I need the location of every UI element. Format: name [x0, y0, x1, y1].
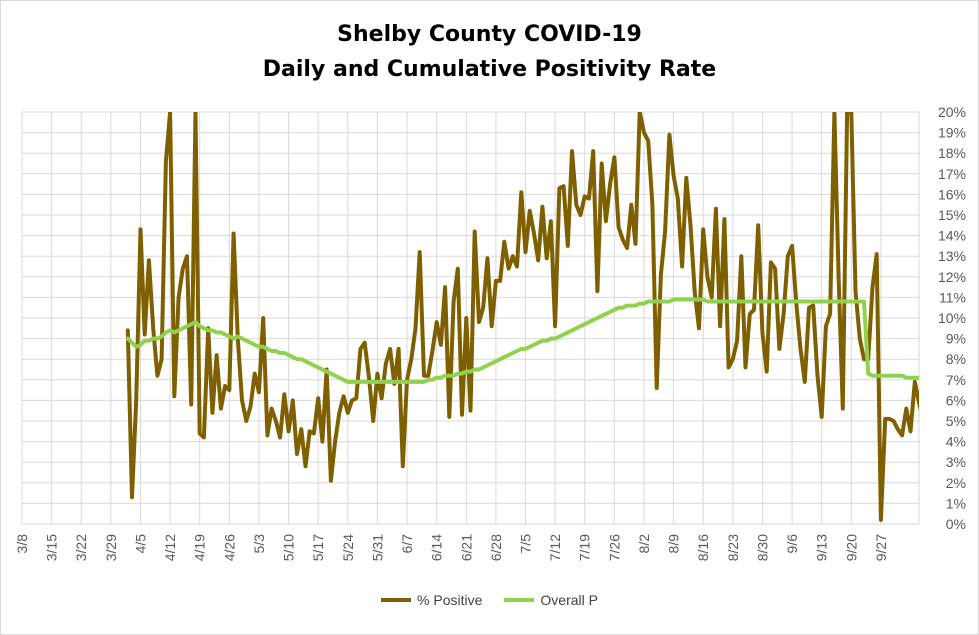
x-tick-label: 6/28 [488, 534, 504, 561]
y-tick-label: 15% [938, 207, 966, 223]
x-tick-label: 4/26 [221, 534, 237, 561]
x-tick-label: 6/7 [399, 534, 415, 554]
legend: % Positive Overall P [0, 592, 979, 608]
y-tick-label: 2% [946, 475, 966, 491]
x-tick-label: 4/12 [162, 534, 178, 561]
x-tick-label: 8/16 [695, 534, 711, 561]
y-tick-label: 12% [938, 269, 966, 285]
x-tick-label: 4/19 [192, 534, 208, 561]
series-line-overall [125, 297, 919, 384]
x-tick-label: 9/27 [873, 534, 889, 561]
x-tick-label: 3/22 [73, 534, 89, 561]
y-tick-label: 19% [938, 125, 966, 141]
x-tick-label: 8/9 [666, 534, 682, 554]
x-tick-label: 7/12 [547, 534, 563, 561]
y-tick-label: 9% [946, 331, 966, 347]
x-tick-label: 3/8 [14, 534, 30, 554]
y-tick-label: 6% [946, 392, 966, 408]
y-tick-label: 11% [939, 289, 966, 305]
x-tick-label: 4/5 [132, 534, 148, 554]
legend-label-positive: % Positive [417, 592, 483, 608]
y-tick-label: 1% [946, 495, 966, 511]
y-tick-label: 14% [938, 228, 966, 244]
x-tick-label: 9/20 [843, 534, 859, 561]
y-tick-label: 13% [938, 248, 966, 264]
x-tick-label: 5/31 [369, 534, 385, 561]
y-tick-label: 17% [938, 166, 966, 182]
series-line-positive [125, 112, 919, 522]
x-tick-label: 5/3 [251, 534, 267, 554]
chart-title-line2: Daily and Cumulative Positivity Rate [262, 57, 717, 82]
legend-swatch-positive [381, 598, 412, 602]
y-tick-label: 5% [946, 413, 966, 429]
y-tick-label: 18% [938, 145, 966, 161]
legend-label-overall: Overall P [540, 592, 598, 608]
x-tick-label: 8/30 [754, 534, 770, 561]
x-tick-label: 3/29 [103, 534, 119, 561]
y-tick-label: 7% [946, 372, 966, 388]
x-tick-label: 7/26 [606, 534, 622, 561]
x-tick-label: 5/10 [281, 534, 297, 561]
x-tick-label: 5/17 [310, 534, 326, 561]
y-tick-label: 0% [946, 516, 966, 532]
x-tick-label: 9/6 [784, 534, 800, 554]
y-tick-label: 4% [946, 434, 966, 450]
y-tick-label: 3% [946, 454, 966, 470]
x-tick-label: 7/5 [518, 534, 534, 554]
legend-swatch-overall [504, 598, 535, 602]
chart-title-line1: Shelby County COVID-19 [337, 22, 642, 47]
legend-item-overall: Overall P [504, 592, 598, 608]
x-tick-label: 8/23 [725, 534, 741, 561]
y-tick-label: 8% [946, 351, 966, 367]
x-tick-label: 5/24 [340, 534, 356, 561]
y-tick-label: 20% [938, 104, 966, 120]
x-tick-label: 8/2 [636, 534, 652, 554]
x-tick-label: 7/19 [577, 534, 593, 561]
x-tick-label: 6/14 [429, 534, 445, 561]
x-tick-label: 9/13 [814, 534, 830, 561]
legend-item-positive: % Positive [381, 592, 482, 608]
x-tick-label: 3/15 [44, 534, 60, 561]
y-tick-label: 10% [938, 310, 966, 326]
x-tick-label: 6/21 [458, 534, 474, 561]
y-tick-label: 16% [938, 186, 966, 202]
